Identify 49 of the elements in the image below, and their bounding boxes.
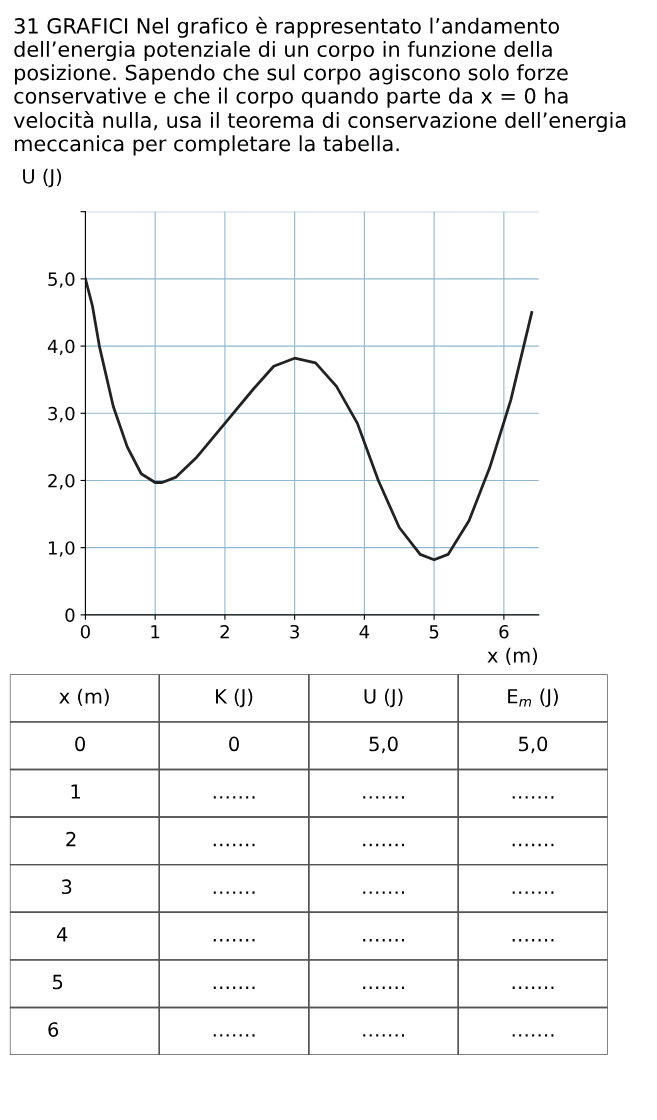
text: …….	[512, 986, 554, 990]
text: …….	[512, 843, 554, 847]
text: …….	[213, 891, 255, 894]
x-axis-title: x (m)	[487, 647, 538, 665]
text: …….	[512, 1034, 554, 1037]
text: 6	[48, 1022, 59, 1037]
text: 0	[75, 736, 85, 752]
x-tick-label: 5	[429, 625, 439, 639]
category-label: E$_{m}$ (J)	[508, 688, 558, 708]
category-label: x (m)	[59, 688, 109, 706]
text: …….	[363, 986, 404, 990]
text: …….	[213, 843, 255, 847]
text: …….	[512, 796, 554, 799]
text: …….	[363, 843, 404, 847]
text: 4	[56, 927, 68, 942]
category-label: U (J)	[364, 688, 403, 708]
text: 2	[66, 831, 76, 847]
x-tick-label: 4	[359, 625, 370, 639]
text: …….	[363, 891, 404, 894]
text: …….	[512, 938, 554, 942]
text: 5,0	[369, 736, 398, 754]
text: 3	[61, 879, 72, 895]
text: 0	[229, 736, 239, 752]
text: …….	[213, 938, 255, 942]
y-tick-label: 5,0	[48, 272, 75, 288]
line-series	[85, 277, 534, 562]
text: …….	[213, 796, 255, 799]
x-tick-label: 6	[499, 624, 509, 639]
y-axis-title: U (J)	[23, 168, 62, 188]
text: 5	[53, 974, 63, 990]
category-label: K (J)	[216, 688, 253, 708]
text: …….	[213, 1034, 255, 1037]
y-tick-label: 1,0	[48, 541, 75, 557]
text: …….	[363, 938, 404, 942]
y-tick-label: 3,0	[48, 406, 75, 423]
text: …….	[363, 796, 404, 799]
chart-title: 31 GRAFICI Nel grafico è rappresentato l’andamento dell’energia potenziale di un corpo in funzione della posizione. Sapendo che sul corpo agiscono solo forze conservative e che il corpo quando parte da x = 0 ha velocità nulla, usa il teorema di conservazione dell’energia meccanica per completare la tabella.	[13, 16, 626, 156]
y-tick-label: 0	[65, 608, 75, 622]
text: 5,0	[519, 736, 548, 754]
y-tick-label: 4,0	[47, 339, 75, 356]
x-tick-label: 3	[290, 624, 299, 639]
text: …….	[213, 986, 255, 990]
x-tick-label: 1	[151, 625, 160, 639]
text: 1	[71, 784, 81, 799]
x-tick-label: 2	[220, 624, 229, 639]
y-tick-label: 2,0	[48, 473, 75, 490]
text: …….	[512, 891, 554, 894]
x-tick-label: 0	[80, 624, 90, 639]
text: …….	[363, 1034, 404, 1037]
